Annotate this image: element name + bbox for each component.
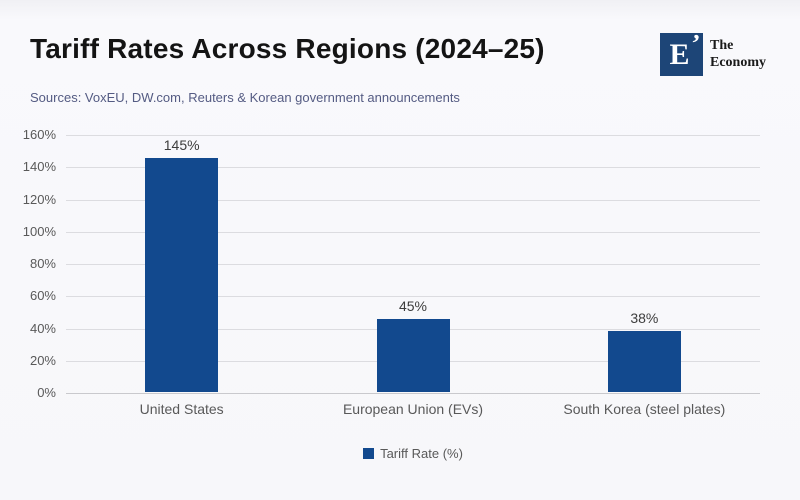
logo-wordmark-line2: Economy bbox=[710, 54, 766, 70]
y-axis-tick-label: 60% bbox=[29, 288, 56, 304]
gridline bbox=[66, 231, 760, 233]
y-axis-tick-label: 100% bbox=[22, 223, 56, 239]
gridline bbox=[66, 264, 760, 265]
y-axis-tick-label: 160% bbox=[22, 127, 56, 142]
y-axis-tick-label: 120% bbox=[22, 191, 56, 207]
legend-label: Tariff Rate (%) bbox=[380, 446, 463, 461]
bar-south-korea-steel-plates bbox=[607, 330, 681, 392]
bar-data-label: 145% bbox=[163, 137, 200, 154]
logo-apostrophe-mark: ’ bbox=[689, 28, 703, 59]
bar-european-union-evs bbox=[376, 319, 450, 392]
legend-swatch-icon bbox=[363, 448, 375, 459]
chart-title: Tariff Rates Across Regions (2024–25) bbox=[30, 33, 545, 64]
logo-monogram-icon: E ’ bbox=[660, 28, 703, 76]
gridline bbox=[66, 167, 760, 169]
y-axis-tick-label: 20% bbox=[29, 352, 56, 368]
x-axis-category-label: South Korea (steel plates) bbox=[563, 401, 726, 417]
logo-wordmark-line1: The bbox=[710, 38, 734, 54]
y-axis-tick-label: 40% bbox=[29, 320, 56, 336]
x-axis-category-label: United States bbox=[139, 401, 224, 417]
x-axis-category-labels: United States European Union (EVs) South K… bbox=[66, 401, 760, 417]
gridline bbox=[66, 199, 760, 201]
bar-data-label: 38% bbox=[630, 309, 659, 326]
x-axis-category-label: European Union (EVs) bbox=[342, 401, 484, 417]
gridline bbox=[66, 296, 760, 298]
bar-data-label: 45% bbox=[398, 298, 428, 315]
x-axis-line bbox=[66, 393, 760, 394]
bar-chart-plot-area: 145% 45% 38% bbox=[66, 135, 760, 394]
logo-wordmark: The Economy bbox=[710, 38, 766, 70]
y-axis-tick-label: 0% bbox=[37, 385, 56, 400]
y-axis-tick-label: 140% bbox=[22, 159, 56, 175]
chart-legend: Tariff Rate (%) bbox=[66, 446, 760, 461]
the-economy-logo: E ’ The Economy bbox=[660, 28, 766, 76]
gridline bbox=[66, 135, 760, 136]
bar-united-states bbox=[145, 158, 219, 392]
logo-monogram-letter: E bbox=[669, 37, 690, 71]
y-axis-tick-label: 80% bbox=[29, 256, 56, 271]
sources-note: Sources: VoxEU, DW.com, Reuters & Korean… bbox=[30, 90, 460, 105]
